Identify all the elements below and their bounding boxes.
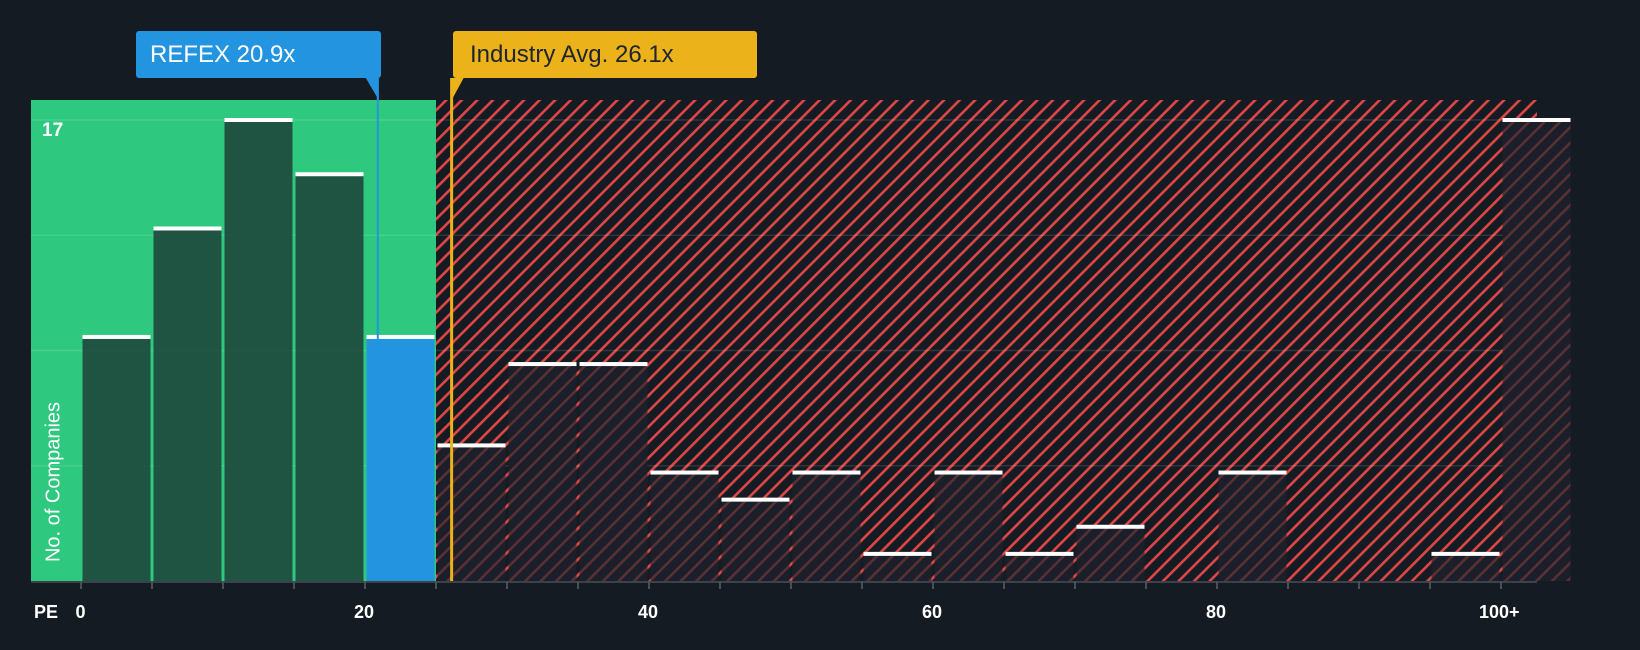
histogram-bar [437,443,506,581]
bar-cap [579,362,648,367]
industry-average-label: Industry Avg. 26.1x [453,31,757,78]
bar-cap [792,470,861,475]
bar-cap [863,551,932,556]
histogram-bar [295,172,364,581]
histogram-bar [508,362,577,581]
bar-cap [82,334,151,339]
histogram-bar [224,118,293,581]
company-pe-label: REFEX 20.9x [136,31,381,78]
bar-cap [1431,551,1500,556]
bar-cap [437,443,506,448]
bar-cap [1005,551,1074,556]
bar-cap [366,334,435,339]
histogram-bar [153,226,222,581]
histogram-bar [863,551,932,581]
industry-pointer [450,78,464,102]
x-axis-title: PE [34,602,59,622]
bar-cap [153,226,222,231]
x-tick-label: 60 [922,602,943,622]
bar-cap [650,470,719,475]
company-pointer [365,78,379,100]
x-tick-label: 40 [638,602,659,622]
x-tick-label: 20 [354,602,375,622]
bar-cap [1502,118,1571,122]
y-axis-title: No. of Companies [42,401,65,563]
histogram-bar [1502,118,1571,581]
histogram-bar [1218,470,1287,581]
x-tick-label: 0 [75,602,86,622]
bar-cap [1218,470,1287,475]
histogram-bar [650,470,719,581]
histogram-bar [1076,524,1145,581]
x-tick-label: 80 [1206,602,1227,622]
histogram-bar [1005,551,1074,581]
bar-cap [508,362,577,367]
y-max-tick: 17 [42,120,64,141]
histogram-bar [721,497,790,581]
x-axis [31,581,1537,589]
bar-cap [1076,524,1145,529]
histogram-bars [82,118,1571,581]
bar-cap [295,172,364,177]
histogram-bar [1431,551,1500,581]
histogram-bar [792,470,861,581]
x-tick-label: 100+ [1479,602,1520,622]
histogram-bar [366,334,435,581]
reference-lines [365,78,464,581]
bar-cap [934,470,1003,475]
histogram-bar [934,470,1003,581]
bar-cap [224,118,293,122]
histogram-bar [579,362,648,581]
histogram-bar [82,334,151,581]
bar-cap [721,497,790,502]
